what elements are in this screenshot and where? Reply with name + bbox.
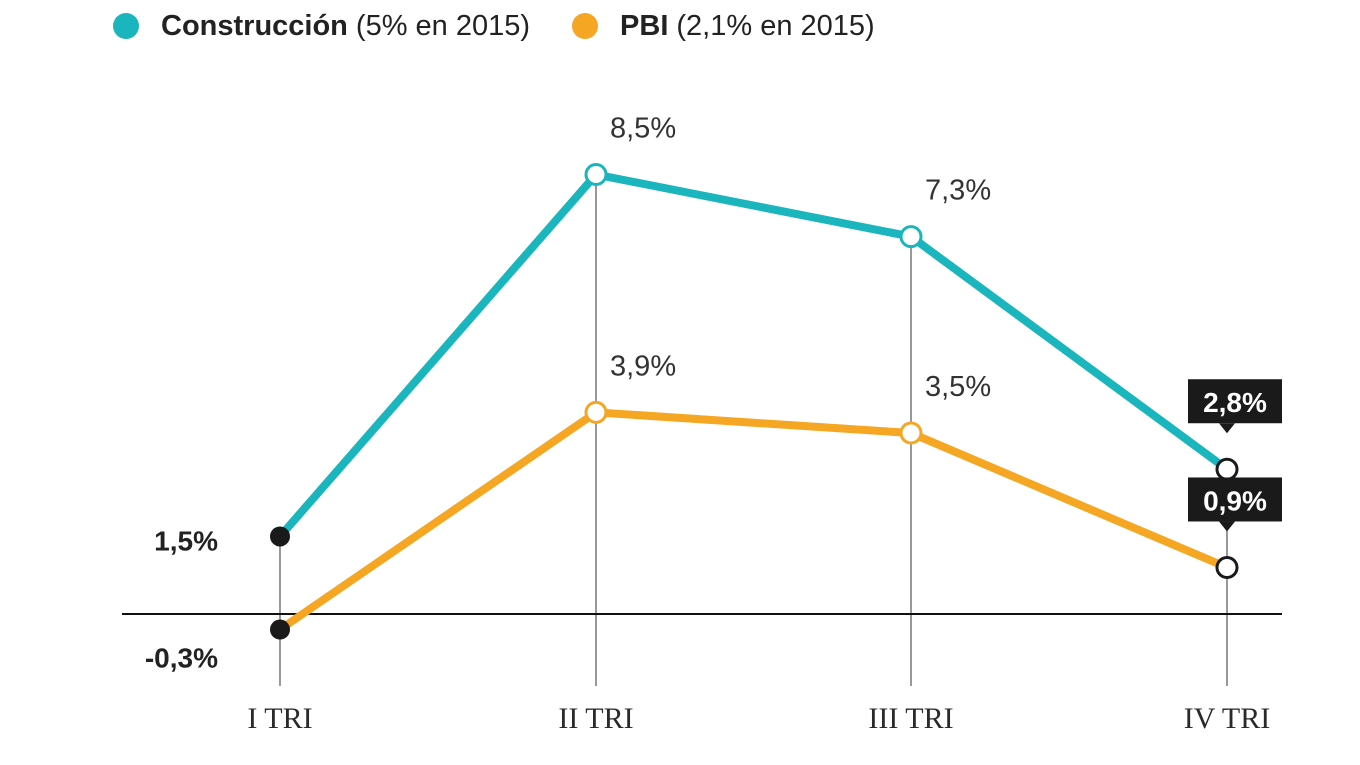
point-pbi-1 — [584, 400, 608, 424]
data-label-construccion-2: 7,3% — [925, 175, 991, 207]
tick-label-iv-tri: IV TRI — [1184, 702, 1270, 735]
tick-label-i-tri: I TRI — [247, 702, 312, 735]
tick-label-ii-tri: II TRI — [558, 702, 633, 735]
point-construccion-3 — [1215, 457, 1239, 481]
data-label-pbi-0: -0,3% — [145, 643, 218, 674]
data-label-construccion-0: 1,5% — [154, 525, 218, 556]
point-pbi-3 — [1215, 555, 1239, 579]
series-line-pbi — [276, 408, 1231, 634]
legend-swatch-construccion — [113, 13, 139, 39]
data-label-construccion-1: 8,5% — [610, 113, 676, 145]
legend-item-construccion: Construcción (5% en 2015) — [113, 10, 530, 43]
data-label-pbi-2: 3,5% — [925, 371, 991, 403]
legend-note-pbi: (2,1% en 2015) — [676, 9, 875, 42]
point-construccion-2 — [899, 225, 923, 249]
legend-name-pbi: PBI — [620, 9, 669, 42]
callout-pointer-construccion — [1219, 423, 1235, 434]
legend-note-construccion: (5% en 2015) — [355, 9, 531, 42]
point-construccion-1 — [584, 163, 608, 187]
data-label-pbi-3: 0,9% — [1203, 485, 1267, 516]
legend-name-construccion: Construcción — [161, 9, 348, 42]
point-pbi-2 — [899, 421, 923, 445]
callout-box-pbi — [1188, 477, 1282, 522]
legend: Construcción (5% en 2015) PBI (2,1% en 2… — [113, 6, 875, 46]
legend-swatch-pbi — [572, 13, 599, 39]
data-label-construccion-3: 2,8% — [1203, 387, 1267, 418]
point-pbi-0 — [270, 619, 290, 640]
series-line-construccion — [276, 170, 1231, 541]
point-construccion-0 — [270, 526, 290, 547]
data-label-pbi-1: 3,9% — [610, 350, 676, 382]
legend-item-pbi: PBI (2,1% en 2015) — [572, 10, 875, 43]
callout-pointer-pbi — [1219, 521, 1235, 532]
tick-label-iii-tri: III TRI — [868, 702, 953, 735]
callout-box-construccion — [1188, 379, 1282, 424]
